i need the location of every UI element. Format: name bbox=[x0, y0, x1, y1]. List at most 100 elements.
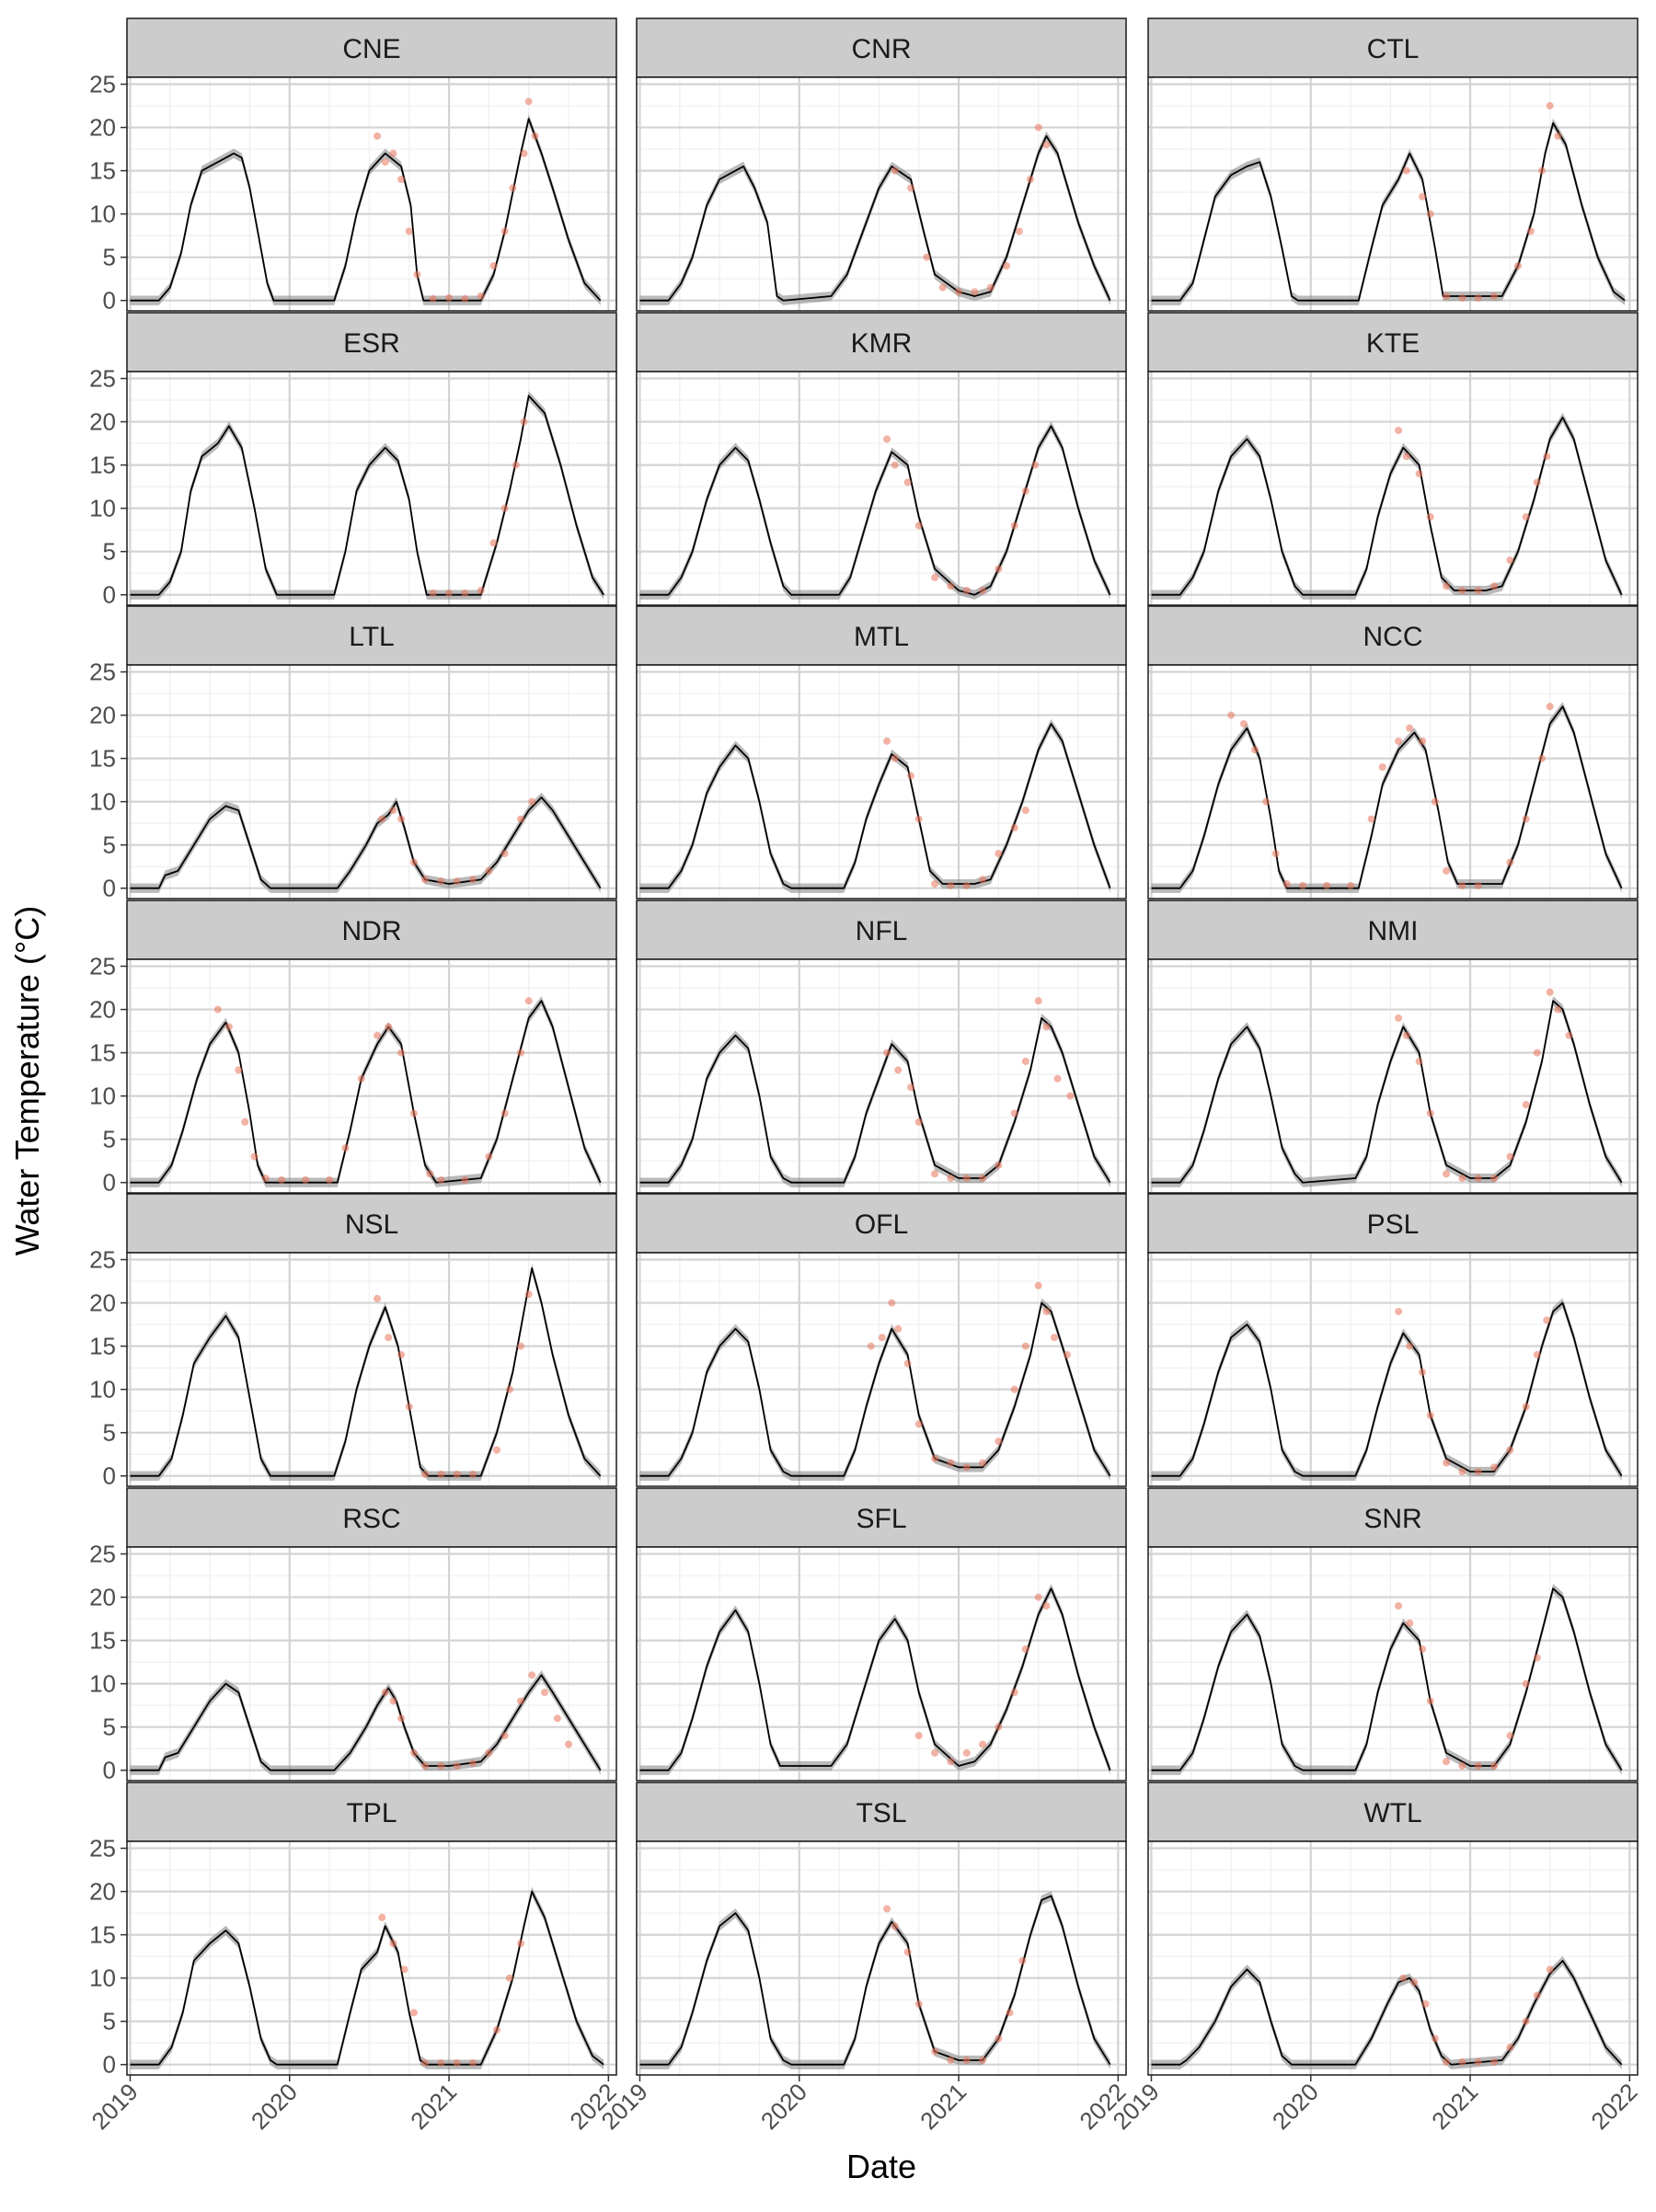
y-axis-title: Water Temperature (°C) bbox=[8, 906, 46, 1256]
observed-point bbox=[1262, 797, 1271, 806]
facet-panel-ltl: LTL 0 5 10 15 20 25 bbox=[89, 605, 617, 902]
observed-point bbox=[891, 1922, 899, 1931]
facet-strip bbox=[1147, 1487, 1639, 1548]
facet-strip-label: KTE bbox=[1366, 328, 1420, 359]
y-tick-label: 20 bbox=[89, 408, 116, 436]
facet-panel-snr: SNR bbox=[1147, 1487, 1639, 1782]
observed-point bbox=[1021, 807, 1029, 815]
observed-point bbox=[1533, 1049, 1541, 1057]
observed-point bbox=[1042, 1601, 1051, 1610]
y-tick-label: 0 bbox=[103, 1462, 116, 1490]
observed-point bbox=[1490, 2057, 1499, 2066]
facet-strip bbox=[1147, 312, 1639, 372]
observed-point bbox=[1010, 1385, 1018, 1393]
facet-strip-label: ESR bbox=[343, 328, 400, 359]
observed-point bbox=[947, 1758, 955, 1766]
observed-point bbox=[1543, 1316, 1551, 1324]
observed-point bbox=[1458, 2057, 1466, 2066]
observed-point bbox=[1066, 1092, 1075, 1100]
observed-point bbox=[378, 815, 386, 823]
facet-strip-label: SFL bbox=[856, 1504, 906, 1534]
observed-point bbox=[1415, 470, 1423, 478]
y-tick-label: 25 bbox=[89, 1541, 116, 1568]
observed-point bbox=[374, 1031, 382, 1039]
facet-panel-ctl: CTL bbox=[1147, 17, 1639, 312]
panel-background bbox=[1148, 77, 1638, 311]
observed-point bbox=[907, 184, 915, 192]
observed-point bbox=[1426, 513, 1434, 521]
observed-point bbox=[1474, 881, 1482, 889]
panel-border bbox=[126, 1840, 617, 2076]
y-tick-label: 15 bbox=[89, 1333, 116, 1360]
observed-point bbox=[1299, 881, 1307, 889]
observed-point bbox=[907, 772, 915, 780]
observed-point bbox=[250, 1152, 259, 1161]
observed-point bbox=[469, 1470, 477, 1478]
observed-point bbox=[1021, 1645, 1029, 1654]
observed-point bbox=[986, 283, 995, 292]
observed-point bbox=[907, 1083, 915, 1092]
observed-point bbox=[947, 2057, 955, 2065]
observed-point bbox=[528, 1671, 536, 1679]
y-tick-label: 5 bbox=[103, 2008, 116, 2035]
observed-point bbox=[1474, 1175, 1482, 1183]
facet-strip-label: WTL bbox=[1363, 1798, 1421, 1828]
observed-point bbox=[1533, 1654, 1541, 1662]
facet-panel-nmi: NMI bbox=[1147, 900, 1639, 1194]
panel-border bbox=[126, 1252, 617, 1487]
observed-point bbox=[1426, 1697, 1434, 1705]
panel-background bbox=[127, 1253, 616, 1486]
panel-border bbox=[636, 76, 1127, 312]
observed-point bbox=[553, 1714, 561, 1723]
modeled-temperature-line bbox=[130, 1674, 602, 1771]
observed-point bbox=[445, 293, 454, 302]
observed-point bbox=[437, 1762, 445, 1771]
facet-strip bbox=[636, 605, 1127, 666]
y-tick-label: 25 bbox=[89, 659, 116, 686]
observed-point bbox=[1010, 521, 1018, 530]
observed-point bbox=[1443, 866, 1451, 875]
observed-point bbox=[1027, 176, 1035, 184]
y-tick-label: 5 bbox=[103, 1713, 116, 1741]
y-tick-label: 15 bbox=[89, 157, 116, 185]
observed-point bbox=[1546, 703, 1554, 711]
y-tick-label: 10 bbox=[89, 788, 116, 816]
observed-point bbox=[1443, 292, 1451, 301]
observed-point bbox=[389, 1940, 397, 1948]
observed-point bbox=[1042, 1023, 1051, 1031]
observed-point bbox=[520, 149, 528, 157]
observed-point bbox=[1490, 582, 1499, 590]
facet-strip-label: TSL bbox=[856, 1798, 906, 1828]
observed-point bbox=[1490, 1463, 1499, 1472]
observed-point bbox=[520, 418, 528, 426]
y-tick-label: 10 bbox=[89, 1083, 116, 1110]
y-tick-label: 10 bbox=[89, 1965, 116, 1992]
observed-point bbox=[1458, 881, 1466, 889]
facet-strip bbox=[636, 1487, 1127, 1548]
panel-background bbox=[637, 1547, 1126, 1781]
observed-point bbox=[381, 158, 389, 166]
observed-point bbox=[1458, 1175, 1466, 1183]
panels-layer: CNE 0 5 10 15 20 25 CNR CTL ESR 0 5 10 15 20 25 KMR KTE LT… bbox=[86, 17, 1643, 2135]
panel-border bbox=[636, 1840, 1127, 2076]
observed-point bbox=[1443, 1758, 1451, 1766]
facet-strip-label: CNR bbox=[852, 34, 912, 64]
y-tick-label: 10 bbox=[89, 1376, 116, 1404]
facet-panel-rsc: RSC 0 5 10 15 20 25 bbox=[89, 1487, 617, 1784]
observed-point bbox=[1514, 262, 1523, 270]
observed-point bbox=[914, 521, 923, 530]
y-tick-label: 0 bbox=[103, 1169, 116, 1197]
observed-point bbox=[883, 737, 891, 745]
observed-point bbox=[469, 876, 477, 884]
observed-point bbox=[1010, 1109, 1018, 1117]
observed-point bbox=[979, 587, 987, 595]
observed-point bbox=[1034, 123, 1042, 132]
observed-point bbox=[278, 1175, 286, 1184]
observed-point bbox=[397, 1714, 406, 1723]
observed-point bbox=[485, 1152, 493, 1161]
observed-point bbox=[409, 858, 418, 866]
facet-strip-label: NCC bbox=[1363, 622, 1423, 652]
facet-strip-label: NSL bbox=[345, 1209, 398, 1240]
panel-background bbox=[637, 1253, 1126, 1486]
observed-point bbox=[947, 582, 955, 590]
